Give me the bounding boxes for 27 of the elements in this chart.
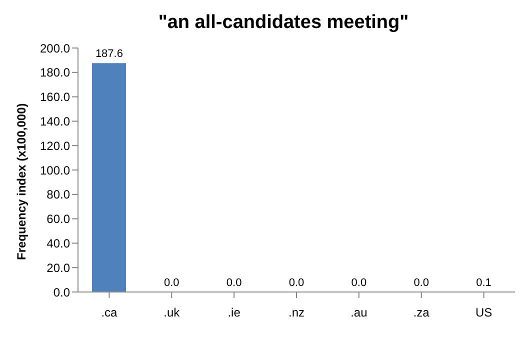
data-label: 0.0	[414, 277, 430, 289]
y-axis-title: Frequency index (x100,000)	[14, 103, 28, 260]
x-tick-label: .au	[350, 306, 368, 320]
data-label: 0.1	[476, 276, 492, 289]
x-tick-label: US	[475, 306, 492, 320]
y-tick-label: 180.0	[40, 66, 70, 80]
x-tick-label: .za	[413, 306, 430, 320]
y-tick-label: 140.0	[40, 114, 70, 128]
data-label: 0.0	[288, 277, 304, 289]
chart-title: "an all-candidates meeting"	[157, 11, 410, 35]
y-tick-label: 60.0	[46, 212, 70, 226]
y-tick-label: 40.0	[46, 236, 70, 250]
y-tick-label: 100.0	[40, 163, 70, 178]
data-label: 0.0	[164, 277, 180, 289]
y-tick-label: 20.0	[46, 260, 70, 275]
x-tick-label: .nz	[288, 306, 305, 320]
data-label: 0.0	[226, 277, 242, 289]
y-tick-label: 200.0	[40, 41, 70, 56]
data-label: 187.6	[95, 48, 123, 60]
y-tick-label: 160.0	[40, 90, 70, 104]
x-tick-label: .ie	[228, 306, 241, 320]
y-tick-label: 0.0	[53, 285, 70, 300]
x-tick-label: .ca	[101, 306, 118, 320]
y-tick-label: 80.0	[46, 188, 70, 202]
data-label: 0.0	[351, 277, 367, 289]
x-tick-label: .uk	[164, 306, 181, 320]
y-tick-label: 120.0	[40, 138, 70, 153]
